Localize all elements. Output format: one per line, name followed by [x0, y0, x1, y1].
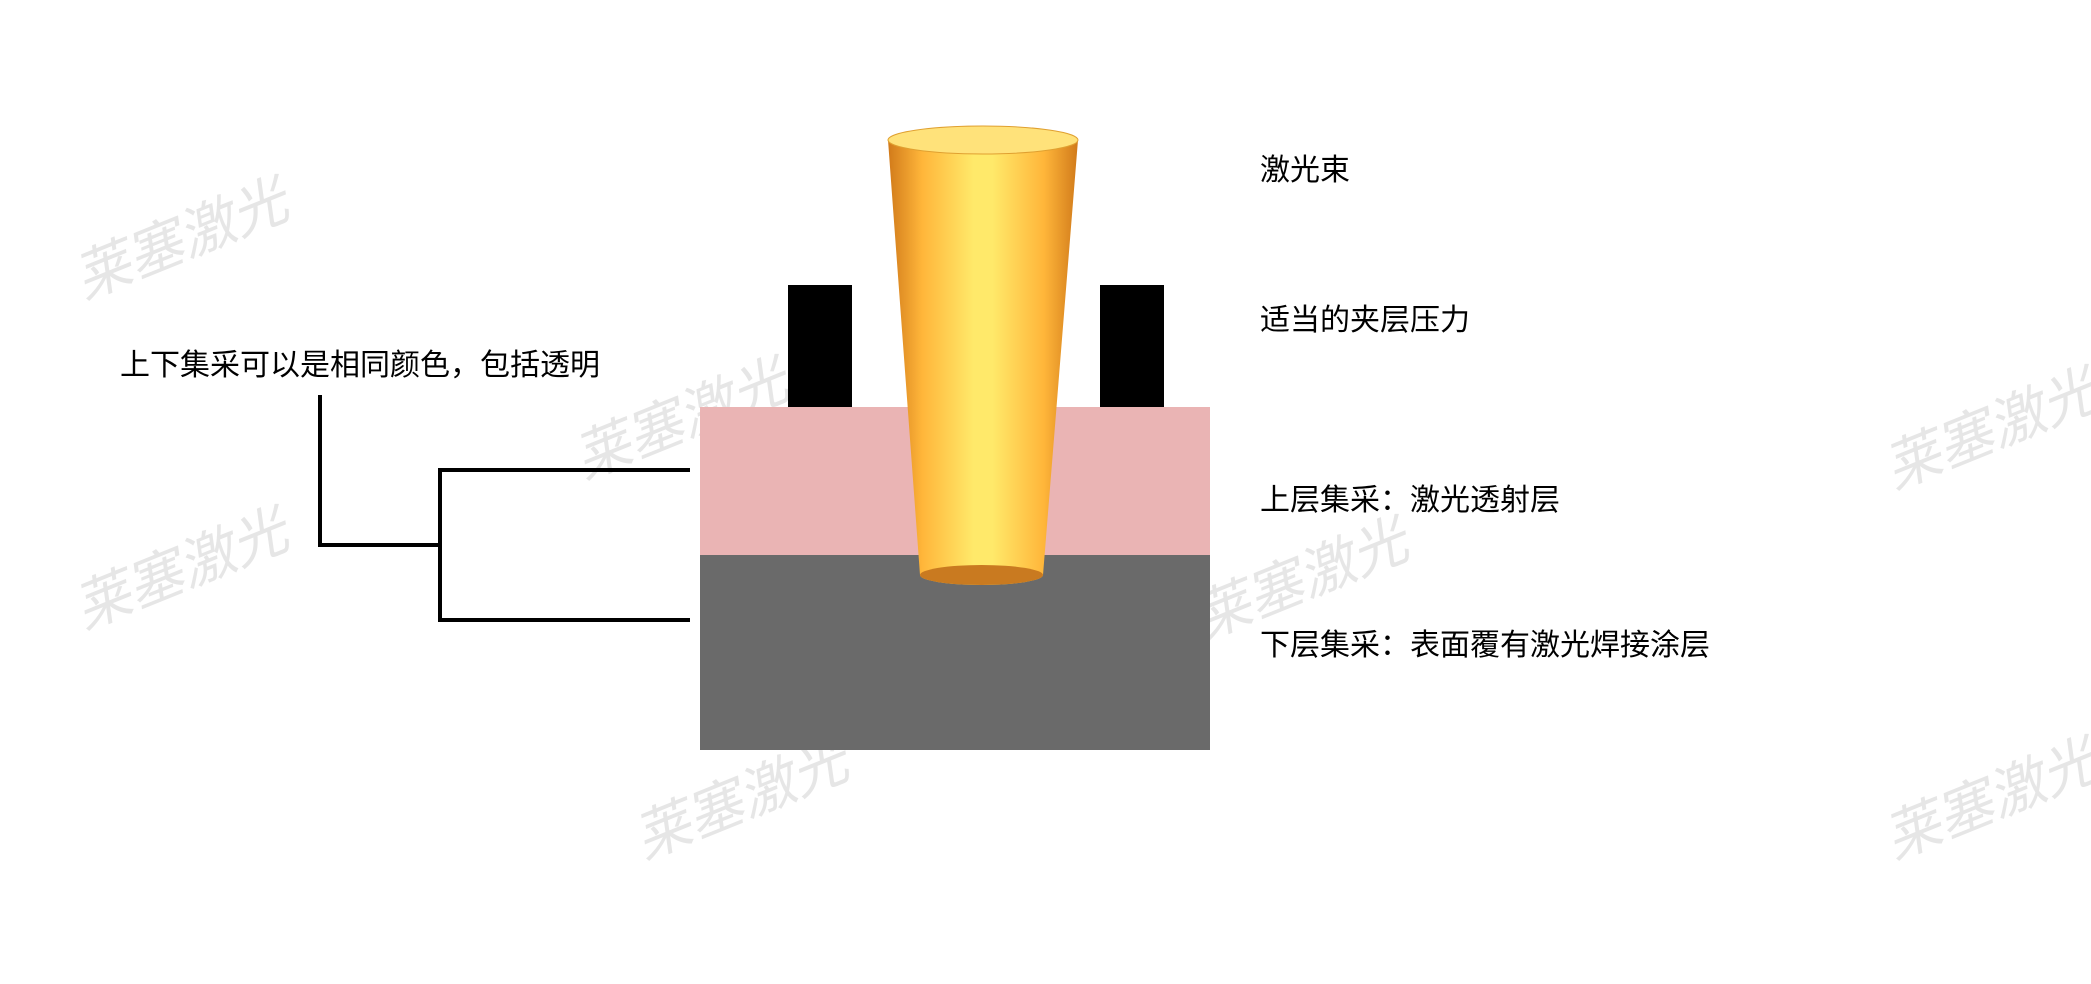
label-bottom-layer: 下层集采：表面覆有激光焊接涂层: [1260, 620, 1710, 664]
diagram-svg: [0, 0, 2091, 984]
lower-layer-rect: [700, 555, 1210, 750]
clamp-right-rect: [1100, 285, 1164, 407]
left-bracket-line: [320, 395, 690, 620]
laser-beam-top-ellipse: [888, 126, 1078, 154]
label-clamp-pressure: 适当的夹层压力: [1260, 295, 1470, 339]
label-left-note: 上下集采可以是相同颜色，包括透明: [120, 340, 600, 384]
diagram-stage: 莱塞激光莱塞激光莱塞激光莱塞激光莱塞激光莱塞激光莱塞激光 激光束 适当的夹层压力…: [0, 0, 2091, 984]
clamp-left-rect: [788, 285, 852, 407]
label-top-layer: 上层集采：激光透射层: [1260, 475, 1560, 519]
label-laser-beam: 激光束: [1260, 145, 1350, 189]
laser-beam-bottom-ellipse: [920, 565, 1043, 585]
